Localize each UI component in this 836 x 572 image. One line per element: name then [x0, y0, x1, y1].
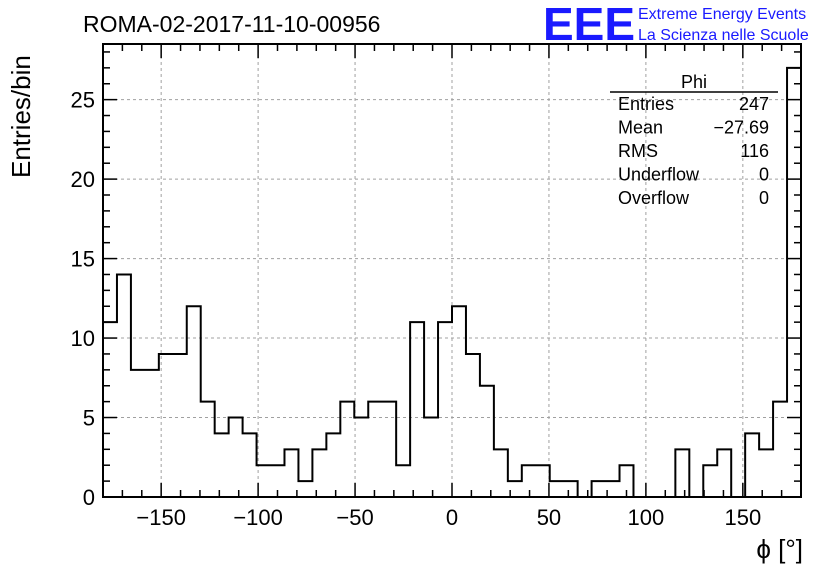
x-tick-labels: −150 −100 −50 0 50 100 150	[136, 505, 761, 530]
stats-row-label: RMS	[618, 141, 658, 161]
axis-ticks	[102, 44, 802, 498]
x-tick-label: −100	[233, 505, 283, 530]
y-axis-title: Entries/bin	[6, 55, 36, 178]
stats-row-label: Entries	[618, 94, 674, 114]
grid-lines	[103, 44, 801, 497]
x-tick-label: 100	[628, 505, 665, 530]
x-tick-label: 150	[724, 505, 761, 530]
brand-line-2: La Scienza nelle Scuole	[638, 27, 809, 44]
y-tick-label: 5	[83, 406, 95, 431]
y-tick-label: 10	[71, 326, 95, 351]
stats-row-value: 0	[759, 165, 769, 185]
y-tick-label: 20	[71, 167, 95, 192]
y-tick-label: 15	[71, 247, 95, 272]
brand-logo: EEE Extreme Energy Events La Scienza nel…	[543, 0, 809, 50]
histogram-series-line	[103, 66, 801, 498]
x-tick-label: −50	[336, 505, 373, 530]
brand-logo-text: EEE	[543, 0, 635, 50]
x-tick-label: 0	[446, 505, 458, 530]
stats-row-value: 247	[739, 94, 769, 114]
stats-row-label: Overflow	[618, 188, 690, 208]
stats-box: Phi Entries 247 Mean −27.69 RMS 116 Underflow 0…	[610, 72, 778, 208]
stats-row-label: Mean	[618, 118, 663, 138]
x-tick-label: −150	[136, 505, 186, 530]
x-tick-label: 50	[537, 505, 561, 530]
stats-row-label: Underflow	[618, 165, 700, 185]
brand-line-1: Extreme Energy Events	[638, 6, 806, 23]
chart-title: ROMA-02-2017-11-10-00956	[83, 11, 380, 37]
x-axis-title: ϕ [°]	[756, 534, 803, 564]
stats-row-value: 0	[759, 188, 769, 208]
stats-rows: Entries 247 Mean −27.69 RMS 116 Underflow 0 Over…	[618, 94, 769, 208]
stats-row-value: −27.69	[713, 118, 769, 138]
y-tick-label: 0	[83, 485, 95, 510]
stats-title: Phi	[681, 72, 707, 92]
y-tick-labels: 0 5 10 15 20 25	[71, 88, 95, 510]
stats-row-value: 116	[740, 141, 769, 161]
y-tick-label: 25	[71, 88, 95, 113]
